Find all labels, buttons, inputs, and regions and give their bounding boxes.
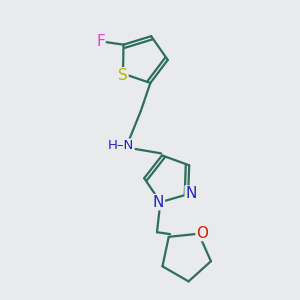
Text: O: O: [196, 226, 208, 241]
Text: N: N: [153, 195, 164, 210]
Text: F: F: [96, 34, 105, 50]
Text: N: N: [185, 186, 196, 201]
Text: S: S: [118, 68, 128, 83]
Text: H–N: H–N: [108, 139, 134, 152]
